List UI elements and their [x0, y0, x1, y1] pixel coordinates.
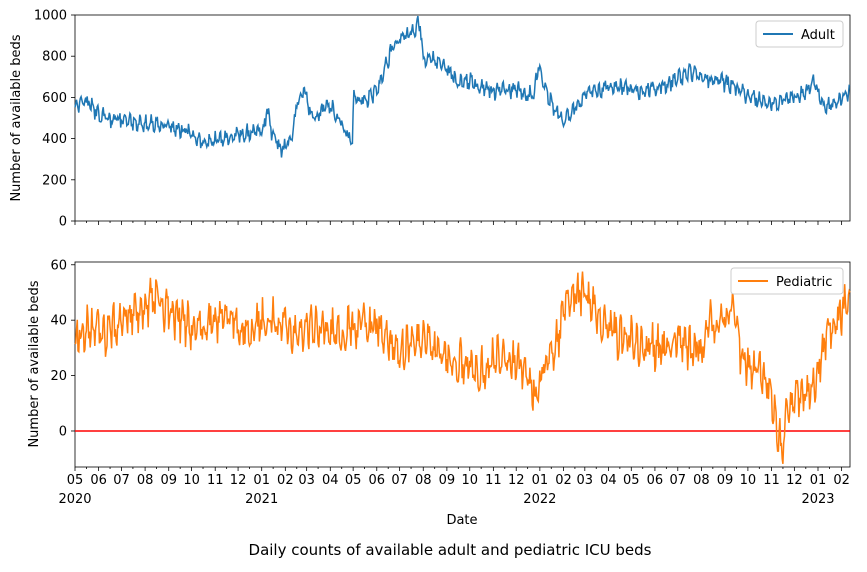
x-tick-label: 06 — [368, 473, 385, 488]
x-tick-label: 03 — [298, 473, 315, 488]
x-tick-label: 08 — [137, 473, 154, 488]
x-tick-label: 04 — [600, 473, 617, 488]
x-tick-label: 12 — [786, 473, 803, 488]
x-tick-year-label: 2023 — [801, 492, 834, 507]
pediatric-legend-label: Pediatric — [776, 275, 832, 290]
x-tick-label: 06 — [647, 473, 664, 488]
x-tick-label: 05 — [623, 473, 640, 488]
y-tick-label: 400 — [42, 132, 67, 147]
adult-series-line — [74, 15, 851, 158]
adult-y-ticks: 0 200 400 600 800 1000 — [34, 9, 75, 230]
pediatric-series-line — [74, 271, 851, 465]
pediatric-y-label: Number of available beds — [27, 280, 42, 447]
x-tick-label: 02 — [833, 473, 850, 488]
x-tick-label: 01 — [532, 473, 549, 488]
x-tick-label: 10 — [461, 473, 478, 488]
x-tick-label: 05 — [67, 473, 84, 488]
pediatric-y-ticks: 0 20 40 60 — [50, 258, 75, 439]
x-tick-label: 07 — [391, 473, 408, 488]
x-tick-label: 02 — [277, 473, 294, 488]
x-tick-label: 02 — [555, 473, 572, 488]
x-tick-label: 03 — [577, 473, 594, 488]
x-tick-label: 09 — [160, 473, 177, 488]
y-tick-label: 0 — [59, 424, 67, 439]
y-tick-label: 20 — [50, 369, 67, 384]
y-tick-label: 60 — [50, 258, 67, 273]
x-tick-label: 07 — [670, 473, 687, 488]
y-tick-label: 40 — [50, 314, 67, 329]
x-axis-label: Date — [446, 513, 477, 528]
x-tick-label: 04 — [322, 473, 339, 488]
x-tick-year-label: 2020 — [58, 492, 91, 507]
x-tick-label: 11 — [763, 473, 780, 488]
y-tick-label: 0 — [59, 215, 67, 230]
x-tick-label: 08 — [415, 473, 432, 488]
pediatric-axes-frame — [74, 261, 851, 468]
pediatric-legend: Pediatric — [730, 267, 844, 295]
x-tick-label: 01 — [810, 473, 827, 488]
x-tick-label: 09 — [717, 473, 734, 488]
pediatric-legend-box — [730, 267, 844, 295]
y-tick-label: 600 — [42, 91, 67, 106]
adult-legend: Adult — [755, 20, 844, 48]
x-tick-label: 11 — [485, 473, 502, 488]
y-tick-label: 200 — [42, 173, 67, 188]
pediatric-x-ticks: 05 2020 06 07 08 09 10 11 12 01 2021 02 03 04 05 06 07 08… — [58, 467, 850, 507]
x-tick-label: 07 — [113, 473, 130, 488]
adult-x-ticks — [74, 221, 843, 225]
x-tick-year-label: 2022 — [523, 492, 556, 507]
y-tick-label: 800 — [42, 50, 67, 65]
x-tick-label: 05 — [345, 473, 362, 488]
x-tick-year-label: 2021 — [245, 492, 278, 507]
x-tick-label: 01 — [253, 473, 270, 488]
x-tick-label: 09 — [439, 473, 456, 488]
adult-y-label: Number of available beds — [9, 34, 24, 201]
x-tick-label: 06 — [90, 473, 107, 488]
x-tick-label: 12 — [508, 473, 525, 488]
adult-axes-frame — [74, 14, 851, 222]
x-tick-label: 10 — [183, 473, 200, 488]
adult-axes: 0 200 400 600 800 1000 Number of available be… — [9, 9, 851, 230]
adult-legend-label: Adult — [801, 28, 835, 43]
x-tick-label: 08 — [693, 473, 710, 488]
figure-title: Daily counts of available adult and pedi… — [249, 541, 652, 559]
x-tick-label: 11 — [207, 473, 224, 488]
x-tick-label: 10 — [740, 473, 757, 488]
adult-legend-box — [755, 20, 844, 48]
y-tick-label: 1000 — [34, 9, 67, 24]
x-tick-label: 12 — [230, 473, 247, 488]
